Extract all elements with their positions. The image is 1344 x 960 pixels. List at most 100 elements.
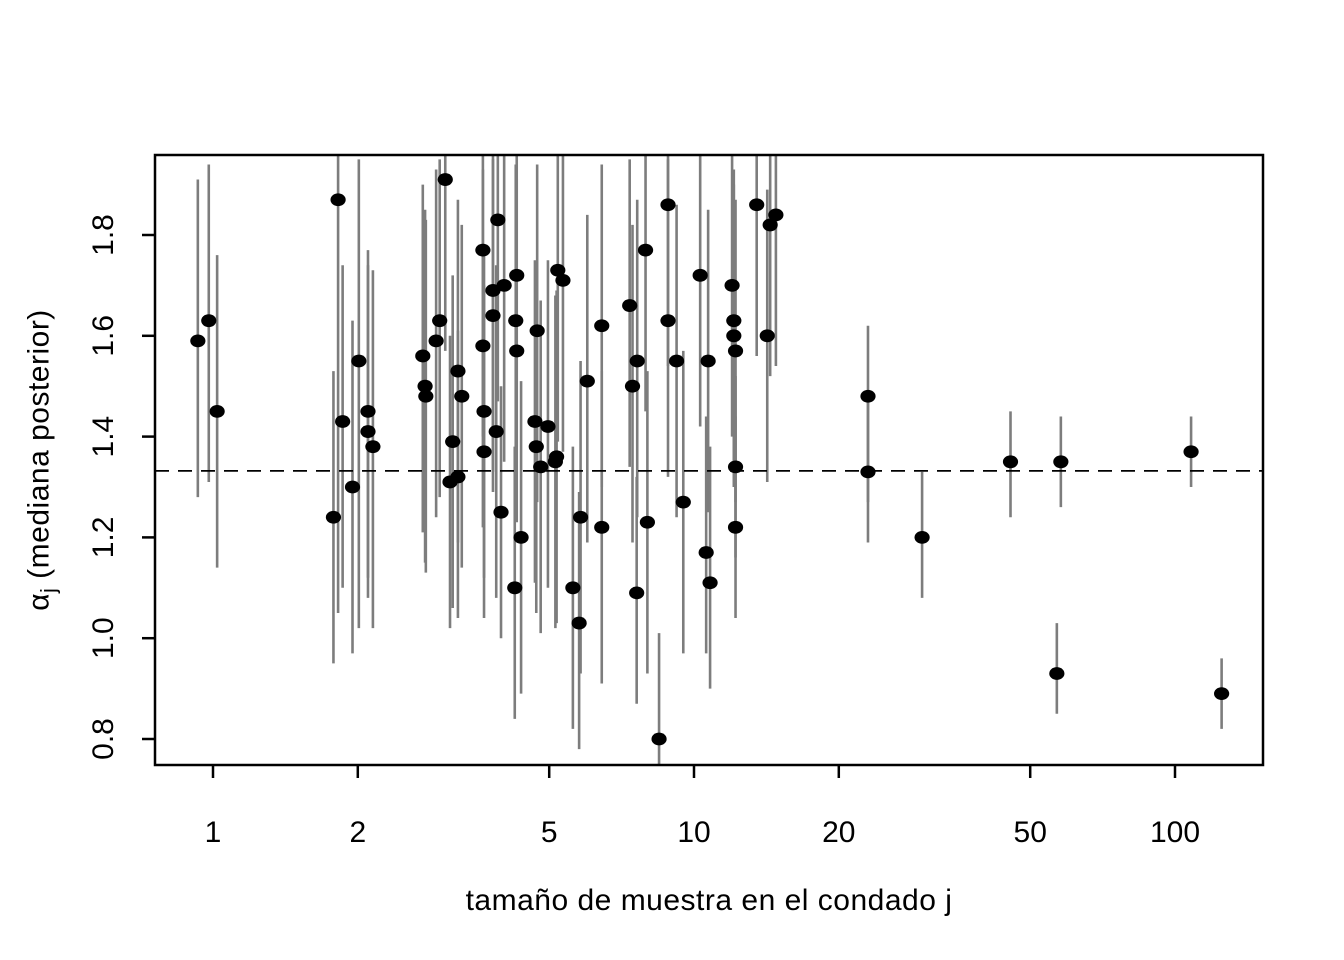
- y-tick-label: 1.6: [87, 315, 120, 357]
- data-point: [493, 505, 509, 519]
- data-point: [762, 218, 778, 232]
- data-point: [529, 324, 545, 338]
- data-point: [860, 389, 876, 403]
- data-point: [450, 470, 466, 484]
- alpha-subscript: j: [35, 587, 61, 593]
- data-point: [450, 364, 466, 378]
- data-point: [335, 415, 351, 428]
- data-point: [629, 586, 645, 600]
- x-tick-label: 50: [1014, 816, 1047, 849]
- y-tick-label: 1.0: [87, 617, 120, 659]
- data-point: [724, 279, 740, 292]
- y-tick-label: 0.8: [87, 718, 120, 760]
- data-point: [571, 616, 587, 630]
- data-point: [624, 379, 641, 393]
- data-point: [675, 495, 691, 509]
- y-tick-label: 1.4: [87, 416, 120, 458]
- data-point: [432, 314, 448, 328]
- data-point: [700, 354, 716, 368]
- data-point: [550, 263, 566, 277]
- data-point: [417, 379, 433, 393]
- data-point: [727, 344, 744, 358]
- data-point: [726, 314, 742, 328]
- y-tick-label: 1.8: [87, 214, 120, 256]
- data-point: [496, 279, 512, 292]
- data-point: [594, 520, 610, 534]
- data-point: [344, 480, 361, 494]
- data-point: [565, 581, 581, 595]
- data-point: [698, 546, 714, 559]
- data-point: [660, 198, 676, 212]
- data-point: [209, 405, 225, 418]
- data-point: [579, 374, 595, 388]
- data-point: [437, 173, 453, 186]
- data-point: [1183, 445, 1199, 459]
- data-point: [540, 420, 556, 433]
- data-point: [415, 349, 431, 363]
- data-point: [476, 405, 492, 418]
- data-point: [1049, 667, 1065, 680]
- data-point: [476, 445, 492, 459]
- x-tick-label: 1: [205, 816, 222, 849]
- x-tick-label: 2: [349, 816, 366, 849]
- data-point: [507, 581, 523, 595]
- data-point: [759, 329, 775, 343]
- data-point: [360, 425, 376, 438]
- data-point: [490, 213, 506, 227]
- data-point: [555, 273, 571, 287]
- data-point: [727, 520, 744, 534]
- data-point: [668, 354, 685, 368]
- data-point: [914, 531, 930, 544]
- y-tick-label: 1.2: [87, 517, 120, 559]
- data-point: [428, 334, 444, 348]
- data-point: [860, 465, 876, 479]
- alpha-symbol: α: [22, 592, 56, 611]
- data-point: [475, 339, 491, 353]
- data-point: [527, 415, 543, 428]
- data-point: [629, 354, 645, 368]
- y-axis-title: αj (mediana posterior): [23, 309, 62, 611]
- data-point: [1214, 687, 1230, 701]
- data-point: [418, 389, 434, 403]
- x-axis-title: tamaño de muestra en el condado j: [465, 884, 953, 917]
- data-point: [572, 510, 589, 524]
- data-point: [639, 515, 655, 529]
- data-point: [445, 435, 461, 449]
- x-tick-label: 5: [541, 816, 558, 849]
- data-point: [533, 460, 549, 474]
- data-point: [509, 268, 525, 282]
- data-point: [651, 732, 667, 746]
- data-point: [768, 208, 784, 222]
- data-point: [475, 243, 491, 257]
- data-point: [365, 440, 381, 454]
- data-point: [528, 440, 544, 454]
- data-point: [201, 314, 217, 328]
- data-point: [513, 531, 529, 544]
- data-point: [325, 510, 342, 524]
- data-point: [726, 329, 742, 343]
- data-point: [622, 299, 638, 312]
- data-point: [547, 455, 563, 469]
- data-point: [749, 198, 765, 212]
- data-point: [727, 460, 744, 474]
- x-tick-label: 20: [822, 816, 855, 849]
- plot-box: [153, 153, 1265, 767]
- data-point: [190, 334, 206, 348]
- data-point: [509, 344, 525, 358]
- data-point: [360, 405, 376, 418]
- data-point: [1002, 455, 1019, 469]
- x-tick-label: 100: [1150, 816, 1200, 849]
- data-point: [508, 314, 524, 328]
- data-point: [351, 354, 367, 368]
- data-point: [637, 243, 654, 257]
- data-point: [454, 389, 470, 403]
- data-point: [1053, 455, 1069, 469]
- data-point: [594, 319, 610, 333]
- data-point: [702, 576, 718, 590]
- x-tick-label: 10: [677, 816, 710, 849]
- data-point: [485, 284, 501, 297]
- data-point: [692, 268, 708, 282]
- data-point: [485, 309, 501, 323]
- data-point: [660, 314, 676, 328]
